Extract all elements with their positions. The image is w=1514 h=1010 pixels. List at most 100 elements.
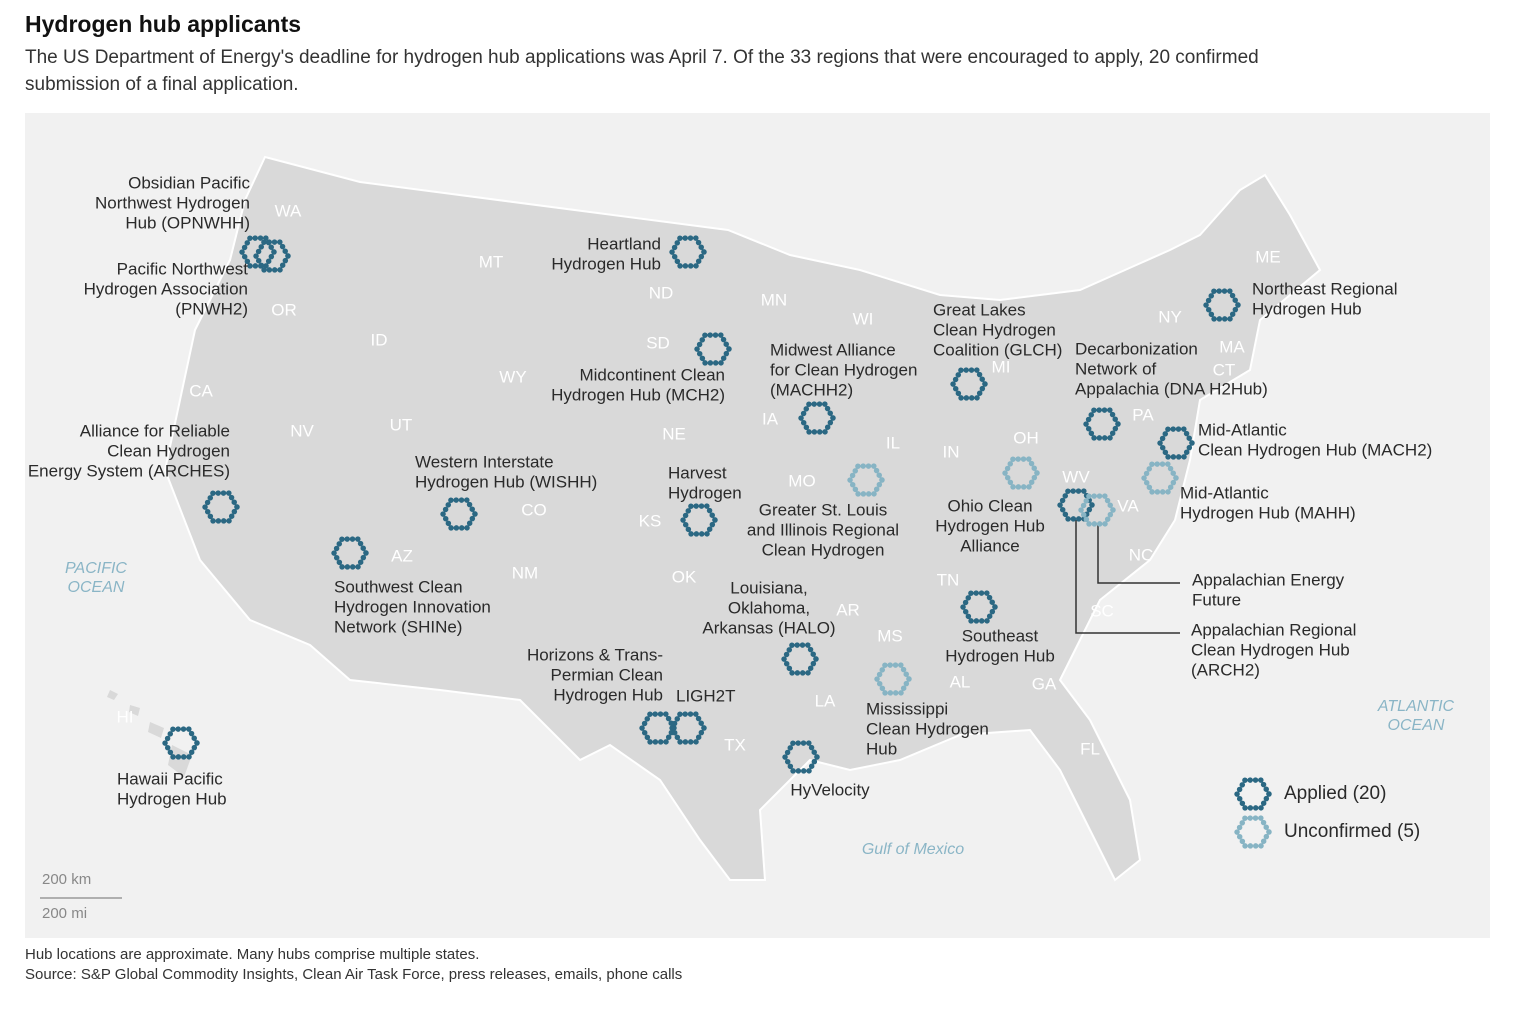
hub-label: Clean Hydrogen	[762, 540, 885, 559]
hub-label: Hydrogen Hub	[553, 685, 663, 704]
state-label: IL	[886, 433, 900, 452]
hub-label: Louisiana,	[730, 578, 808, 597]
state-label: MN	[761, 290, 787, 309]
state-label: ME	[1255, 247, 1281, 266]
hub-icon	[873, 662, 913, 696]
state-label: AZ	[391, 546, 413, 565]
callout-line	[1097, 525, 1180, 584]
hub-label: and Illinois Regional	[747, 520, 899, 539]
hub-icon	[439, 497, 479, 531]
hub-icon	[1077, 493, 1117, 527]
state-label: ND	[649, 283, 674, 302]
state-label: TX	[724, 735, 746, 754]
water-label: PACIFIC	[65, 560, 127, 577]
hub-icon	[797, 401, 837, 435]
hub-label: Hydrogen Innovation	[334, 597, 491, 616]
state-label: MO	[788, 471, 815, 490]
state-label: MA	[1219, 337, 1245, 356]
hub-label: Hub (OPNWHH)	[125, 213, 250, 232]
hub-icon	[1233, 777, 1273, 811]
source: Source: S&P Global Commodity Insights, C…	[25, 966, 682, 983]
hub-icon	[330, 536, 370, 570]
hub-label: Southeast	[962, 626, 1039, 645]
legend-label: Unconfirmed (5)	[1284, 821, 1420, 842]
state-label: SD	[646, 333, 670, 352]
hub-label: (MACHH2)	[770, 380, 853, 399]
hub-label: Harvest	[668, 463, 727, 482]
hub-icon	[1001, 456, 1041, 490]
state-label: OR	[271, 300, 297, 319]
hub-icon	[846, 463, 886, 497]
hub-label: for Clean Hydrogen	[770, 360, 917, 379]
hub-icon	[668, 235, 708, 269]
legend-label: Applied (20)	[1284, 783, 1386, 804]
hub-label: LIGH2T	[676, 686, 736, 705]
hub-icon	[959, 590, 999, 624]
state-label: KS	[639, 511, 662, 530]
hub-icon	[1233, 815, 1273, 849]
state-label: UT	[390, 415, 413, 434]
hub-label: Alliance	[960, 536, 1020, 555]
hub-label: Decarbonization	[1075, 339, 1198, 358]
state-label: NV	[290, 421, 314, 440]
hub-label: Energy System (ARCHES)	[28, 461, 230, 480]
title: Hydrogen hub applicants	[25, 11, 301, 37]
hub-label: Hydrogen Hub	[117, 789, 227, 808]
hub-label: Heartland	[587, 234, 661, 253]
state-label: IN	[943, 442, 960, 461]
hub-label: Northeast Regional	[1252, 279, 1398, 298]
state-label: MI	[992, 357, 1011, 376]
hub-label: Northwest Hydrogen	[95, 193, 250, 212]
callout-line	[1075, 520, 1180, 634]
hub-label: Pacific Northwest	[117, 259, 249, 278]
hub-label: Clean Hydrogen	[933, 320, 1056, 339]
hub-label: Greater St. Louis	[759, 500, 888, 519]
water-label: OCEAN	[1388, 717, 1445, 734]
hub-icon	[781, 740, 821, 774]
hub-icon	[1202, 288, 1242, 322]
hub-label: Midwest Alliance	[770, 340, 896, 359]
hawaii	[107, 690, 192, 777]
state-label: VA	[1117, 496, 1139, 515]
state-label: IA	[762, 409, 779, 428]
hub-label: Clean Hydrogen	[107, 441, 230, 460]
hub-label: Network of	[1075, 359, 1157, 378]
hub-label: (PNWH2)	[175, 299, 248, 318]
hub-label: Hydrogen Hub (MCH2)	[551, 385, 725, 404]
state-label: MS	[877, 626, 903, 645]
hub-icon	[238, 235, 278, 269]
state-label: TN	[937, 570, 960, 589]
state-label: WY	[499, 367, 526, 386]
hub-label: Appalachian Regional	[1191, 620, 1356, 639]
hub-label: Network (SHINe)	[334, 617, 462, 636]
hub-label: Future	[1192, 590, 1241, 609]
hub-label: Clean Hydrogen	[866, 719, 989, 738]
state-label: OH	[1013, 428, 1039, 447]
hub-icon	[949, 367, 989, 401]
state-label: SC	[1090, 601, 1114, 620]
hub-icon	[161, 726, 201, 760]
state-label: CT	[1213, 360, 1236, 379]
state-label: HI	[117, 707, 134, 726]
hub-label: Midcontinent Clean	[579, 365, 725, 384]
hub-label: Hawaii Pacific	[117, 769, 223, 788]
water-label: ATLANTIC	[1377, 698, 1455, 715]
hub-label: Hydrogen Hub (WISHH)	[415, 472, 597, 491]
hub-label: Alliance for Reliable	[80, 421, 230, 440]
state-label: AL	[950, 672, 971, 691]
state-label: CO	[521, 500, 547, 519]
hub-label: Oklahoma,	[728, 598, 810, 617]
state-label: WA	[275, 201, 302, 220]
water-label: Gulf of Mexico	[862, 841, 964, 858]
state-label: OK	[672, 567, 697, 586]
state-label: CA	[189, 381, 213, 400]
hub-icon	[201, 490, 241, 524]
state-label: LA	[815, 691, 836, 710]
hub-label: Hydrogen Hub	[551, 254, 661, 273]
hub-icon	[780, 642, 820, 676]
state-label: WI	[853, 309, 874, 328]
state-label: NE	[662, 424, 686, 443]
hub-label: Obsidian Pacific	[128, 173, 250, 192]
state-label: PA	[1132, 405, 1154, 424]
hub-label: Western Interstate	[415, 452, 554, 471]
